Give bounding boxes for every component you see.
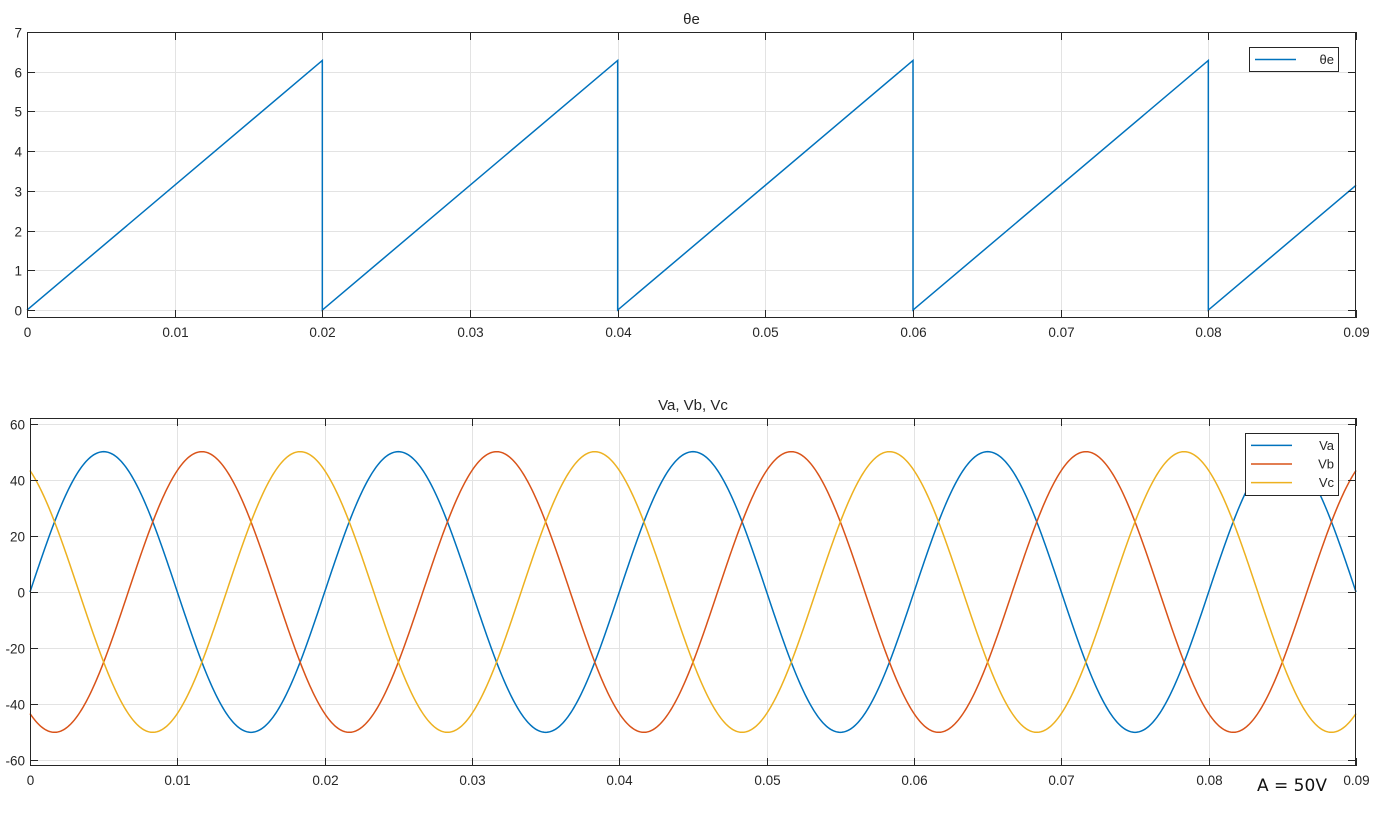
voltage-legend: Va Vb Vc (1245, 433, 1339, 496)
y-tick-label: -20 (5, 642, 25, 657)
legend-label-Vb: Vb (1318, 457, 1334, 472)
y-tick-label: -40 (5, 698, 25, 713)
x-tick-label: 0 (24, 325, 32, 340)
legend-label-Vc: Vc (1319, 475, 1335, 490)
y-tick-label: 4 (14, 145, 22, 160)
x-tick-label: 0.02 (312, 773, 338, 788)
y-tick-label: 6 (14, 66, 22, 81)
x-tick-label: 0.09 (1343, 325, 1369, 340)
series-line-Va (29, 450, 1357, 734)
theta-series (26, 58, 1357, 312)
amplitude-note: A = 50V (1257, 776, 1327, 796)
x-tick-label: 0.06 (901, 773, 927, 788)
theta-axes-box (27, 32, 1356, 318)
x-tick-label: 0.02 (309, 325, 335, 340)
y-tick-label: 0 (17, 586, 25, 601)
y-tick-label: 40 (10, 474, 25, 489)
legend-label-Va: Va (1319, 438, 1335, 453)
x-tick-label: 0.01 (164, 773, 190, 788)
x-tick-label: 0.07 (1048, 773, 1074, 788)
y-tick-label: 1 (14, 264, 22, 279)
x-tick-label: 0.04 (606, 773, 633, 788)
series-line-Vc (29, 450, 1357, 734)
x-tick-label: 0.04 (605, 325, 632, 340)
theta-ticks: 0 0.01 0.02 0.03 0.04 0.05 0.06 0.07 0.08 0.09 0 1 2… (14, 26, 1369, 341)
x-tick-label: 0.08 (1196, 773, 1222, 788)
voltage-series (29, 450, 1357, 734)
y-tick-label: 2 (14, 225, 22, 240)
theta-legend: θe (1249, 47, 1339, 72)
x-tick-label: 0.03 (459, 773, 485, 788)
voltage-chart: 0 0.01 0.02 0.03 0.04 0.05 0.06 0.07 0.08 0.09 -60… (5, 397, 1369, 788)
x-tick-label: 0.09 (1343, 773, 1369, 788)
x-tick-label: 0.05 (752, 325, 778, 340)
x-tick-label: 0 (27, 773, 35, 788)
x-tick-label: 0.01 (162, 325, 188, 340)
x-tick-label: 0.05 (754, 773, 780, 788)
theta-chart-title: θe (683, 11, 700, 28)
x-tick-label: 0.07 (1048, 325, 1074, 340)
voltage-chart-title: Va, Vb, Vc (658, 397, 728, 414)
y-tick-label: 5 (14, 105, 22, 120)
x-tick-label: 0.03 (457, 325, 483, 340)
theta-chart: 0 0.01 0.02 0.03 0.04 0.05 0.06 0.07 0.08 0.09 0 1 2… (14, 11, 1369, 340)
y-tick-label: 20 (10, 530, 25, 545)
legend-label-θe: θe (1320, 52, 1334, 67)
series-line-θe (26, 58, 1357, 312)
y-tick-label: -60 (5, 754, 25, 769)
y-tick-label: 60 (10, 418, 25, 433)
x-tick-label: 0.08 (1195, 325, 1221, 340)
y-tick-label: 3 (14, 185, 22, 200)
y-tick-label: 7 (14, 26, 22, 41)
voltage-ticks: 0 0.01 0.02 0.03 0.04 0.05 0.06 0.07 0.08 0.09 -60… (5, 418, 1369, 789)
theta-plot-area (27, 32, 1356, 318)
y-tick-label: 0 (14, 304, 22, 319)
x-tick-label: 0.06 (900, 325, 926, 340)
